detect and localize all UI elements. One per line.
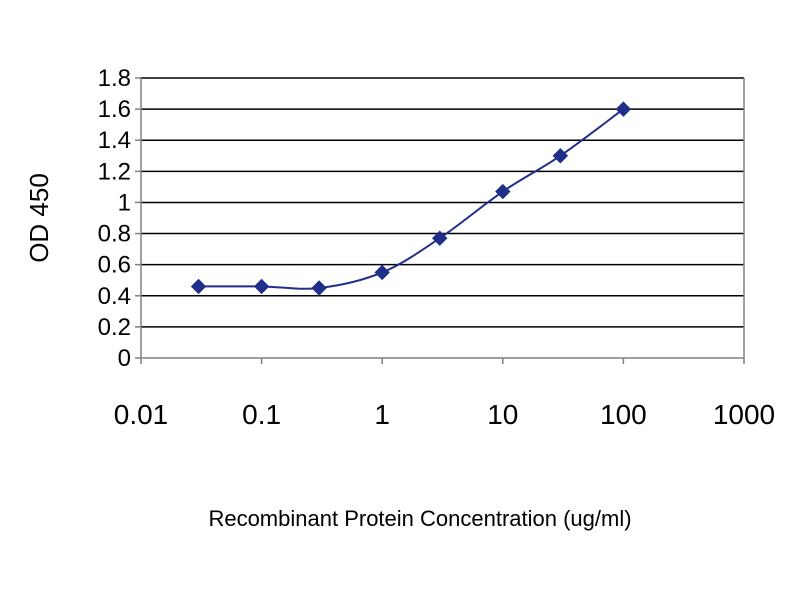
y-tick-label-0: 0 <box>118 345 131 372</box>
y-tick-label-1: 0.2 <box>98 314 131 341</box>
x-tick-label-2: 1 <box>374 399 390 430</box>
y-tick-label-9: 1.8 <box>98 65 131 92</box>
x-axis-label: Recombinant Protein Concentration (ug/ml… <box>208 506 631 531</box>
data-point-3 <box>374 264 390 281</box>
x-tick-labels: 0.01 0.1 1 10 100 1000 <box>114 399 775 430</box>
y-tick-labels: 0 0.2 0.4 0.6 0.8 1 1.2 1.4 1.6 1.8 <box>98 65 131 372</box>
plot-area <box>141 78 744 358</box>
data-point-7 <box>615 101 632 117</box>
y-tick-label-6: 1.2 <box>98 158 131 185</box>
axes <box>135 77 745 364</box>
grid-lines <box>141 77 744 328</box>
x-tick-label-4: 100 <box>600 399 647 430</box>
x-tick-label-0: 0.01 <box>114 399 169 430</box>
data-points <box>190 101 632 296</box>
data-point-1 <box>253 278 270 295</box>
data-point-5 <box>495 183 511 200</box>
x-tick-label-3: 10 <box>487 399 518 430</box>
data-point-6 <box>552 148 569 164</box>
y-tick-label-4: 0.8 <box>98 221 131 248</box>
data-point-4 <box>432 230 448 246</box>
y-tick-label-5: 1 <box>118 189 131 216</box>
data-point-0 <box>190 278 207 295</box>
y-axis-label: OD 450 <box>24 173 54 263</box>
y-tick-label-2: 0.4 <box>98 283 131 310</box>
x-tick-label-1: 0.1 <box>242 399 281 430</box>
x-tick-label-5: 1000 <box>713 399 775 430</box>
y-tick-label-8: 1.6 <box>98 96 131 123</box>
y-tick-label-7: 1.4 <box>98 127 131 154</box>
y-tick-label-3: 0.6 <box>98 252 131 279</box>
data-point-2 <box>311 280 327 296</box>
